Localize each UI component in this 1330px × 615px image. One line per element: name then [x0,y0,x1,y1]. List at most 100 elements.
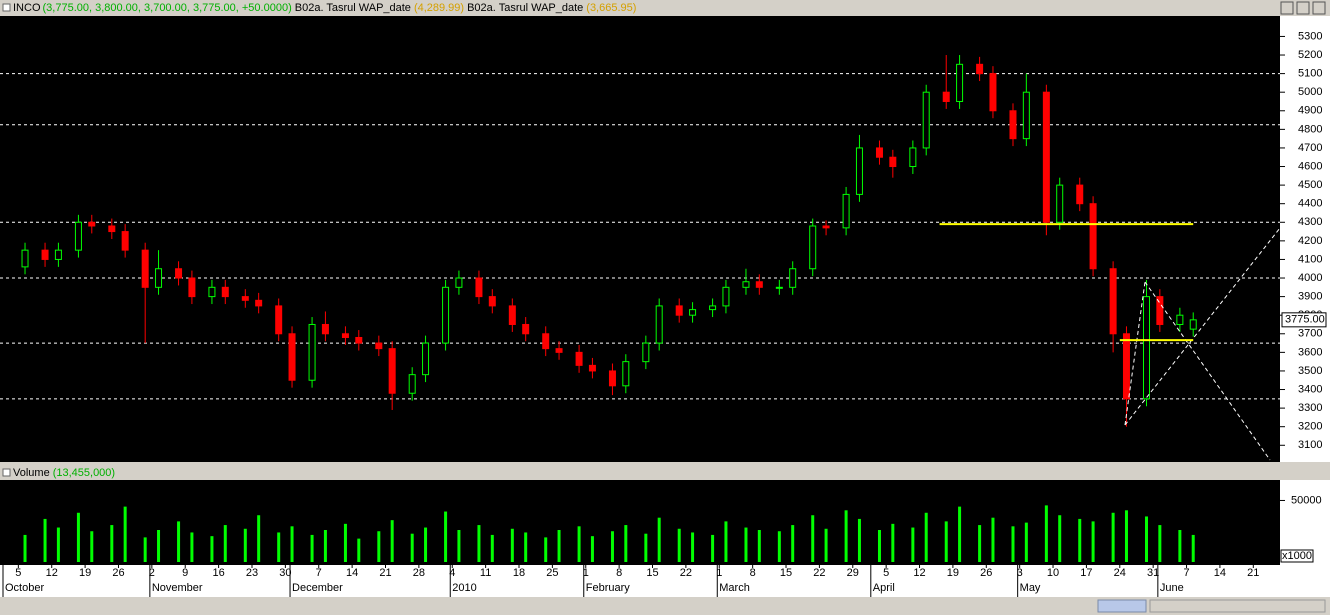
x-tick-label: 8 [616,567,622,579]
candle-body [1156,296,1164,325]
candle-body [221,286,229,298]
volume-bar [243,528,247,562]
volume-bar [657,517,661,562]
volume-bar [277,532,281,562]
y-tick-label: 4300 [1298,216,1322,228]
candle-body [789,268,797,288]
candle-body [408,374,416,394]
candle-body [675,305,683,316]
y-tick-label: 5000 [1298,86,1322,98]
price-title-bar [0,0,1330,16]
x-tick-label: 10 [1047,567,1059,579]
last-price-box [1281,312,1327,328]
x-tick-label: 15 [780,567,792,579]
y-tick-label: 4200 [1298,235,1322,247]
candle-body [1089,203,1097,270]
volume-bar [424,527,428,562]
candle-body [655,305,663,344]
candle-body [155,268,163,288]
month-label: December [292,582,343,594]
candle-body [442,286,450,344]
y-tick-label: 5200 [1298,49,1322,61]
candle-body [1122,333,1130,400]
candle-body [1042,91,1050,223]
volume-bar [1011,526,1015,562]
volume-bar [644,533,648,562]
volume-bar [677,528,681,562]
candle-body [822,225,830,229]
volume-bar [590,536,594,562]
volume-bar [1044,505,1048,562]
candle-body [689,309,697,316]
candle-body [709,305,717,311]
volume-total: (13,455,000) [53,467,115,479]
y-tick-label: 4700 [1298,142,1322,154]
x-tick-label: 19 [79,567,91,579]
volume-bar [824,528,828,562]
x-tick-label: 5 [15,567,21,579]
volume-bar [911,527,915,562]
toolbar[interactable] [1149,599,1326,613]
candle-body [308,323,316,381]
volume-bar [290,526,294,562]
volume-bar [744,527,748,562]
minimize-button[interactable] [1280,1,1294,15]
candle-body [508,305,516,325]
x-tick-label: 15 [646,567,658,579]
candle-body [1022,91,1030,140]
close-button[interactable] [1312,1,1326,15]
volume-bar [190,532,194,562]
price-axis-bg [1280,16,1330,462]
candle-body [74,221,82,251]
month-label: February [586,582,631,594]
indicator-value: (3,665.95) [586,2,636,14]
x-tick-label: 26 [112,567,124,579]
volume-bar [777,531,781,562]
panel-icon [2,468,11,477]
x-tick-label: 17 [1080,567,1092,579]
candle-body [622,361,630,387]
candle-body [1056,184,1064,223]
volume-bar [724,521,728,562]
x-tick-label: 5 [883,567,889,579]
volume-bar [56,527,60,562]
candle-body [21,249,29,268]
volume-bar [844,510,848,562]
volume-bar [323,530,327,562]
volume-bar [811,515,815,562]
volume-bar [624,525,628,562]
x-tick-label: 18 [513,567,525,579]
volume-bar [857,518,861,562]
volume-bar [1178,530,1182,562]
x-tick-label: 19 [947,567,959,579]
panel-icon [2,3,11,12]
volume-bar [944,521,948,562]
candle-body [775,286,783,289]
indicator-value: (4,289.99) [414,2,464,14]
volume-bar [23,534,27,562]
volume-bar [343,523,347,562]
volume-bar [490,534,494,562]
y-tick-label: 4400 [1298,198,1322,210]
x-tick-label: 21 [1247,567,1259,579]
month-label: June [1160,582,1184,594]
candle-body [488,296,496,307]
x-tick-label: 23 [246,567,258,579]
volume-bar [1144,516,1148,562]
volume-bar [991,517,995,562]
maximize-button[interactable] [1296,1,1310,15]
x-tick-label: 30 [279,567,291,579]
y-tick-label: 4900 [1298,105,1322,117]
candle-body [275,305,283,335]
volume-bar [691,532,695,562]
candle-body [642,342,650,363]
scrollbar-thumb[interactable] [1097,599,1147,613]
volume-bar [978,525,982,562]
month-label: October [5,582,44,594]
candle-body [875,147,883,158]
last-price-label: 3775.00 [1285,314,1325,326]
trend-line [1124,281,1146,426]
candle-body [241,296,249,301]
x-tick-label: 21 [379,567,391,579]
volume-bar [1024,522,1028,562]
